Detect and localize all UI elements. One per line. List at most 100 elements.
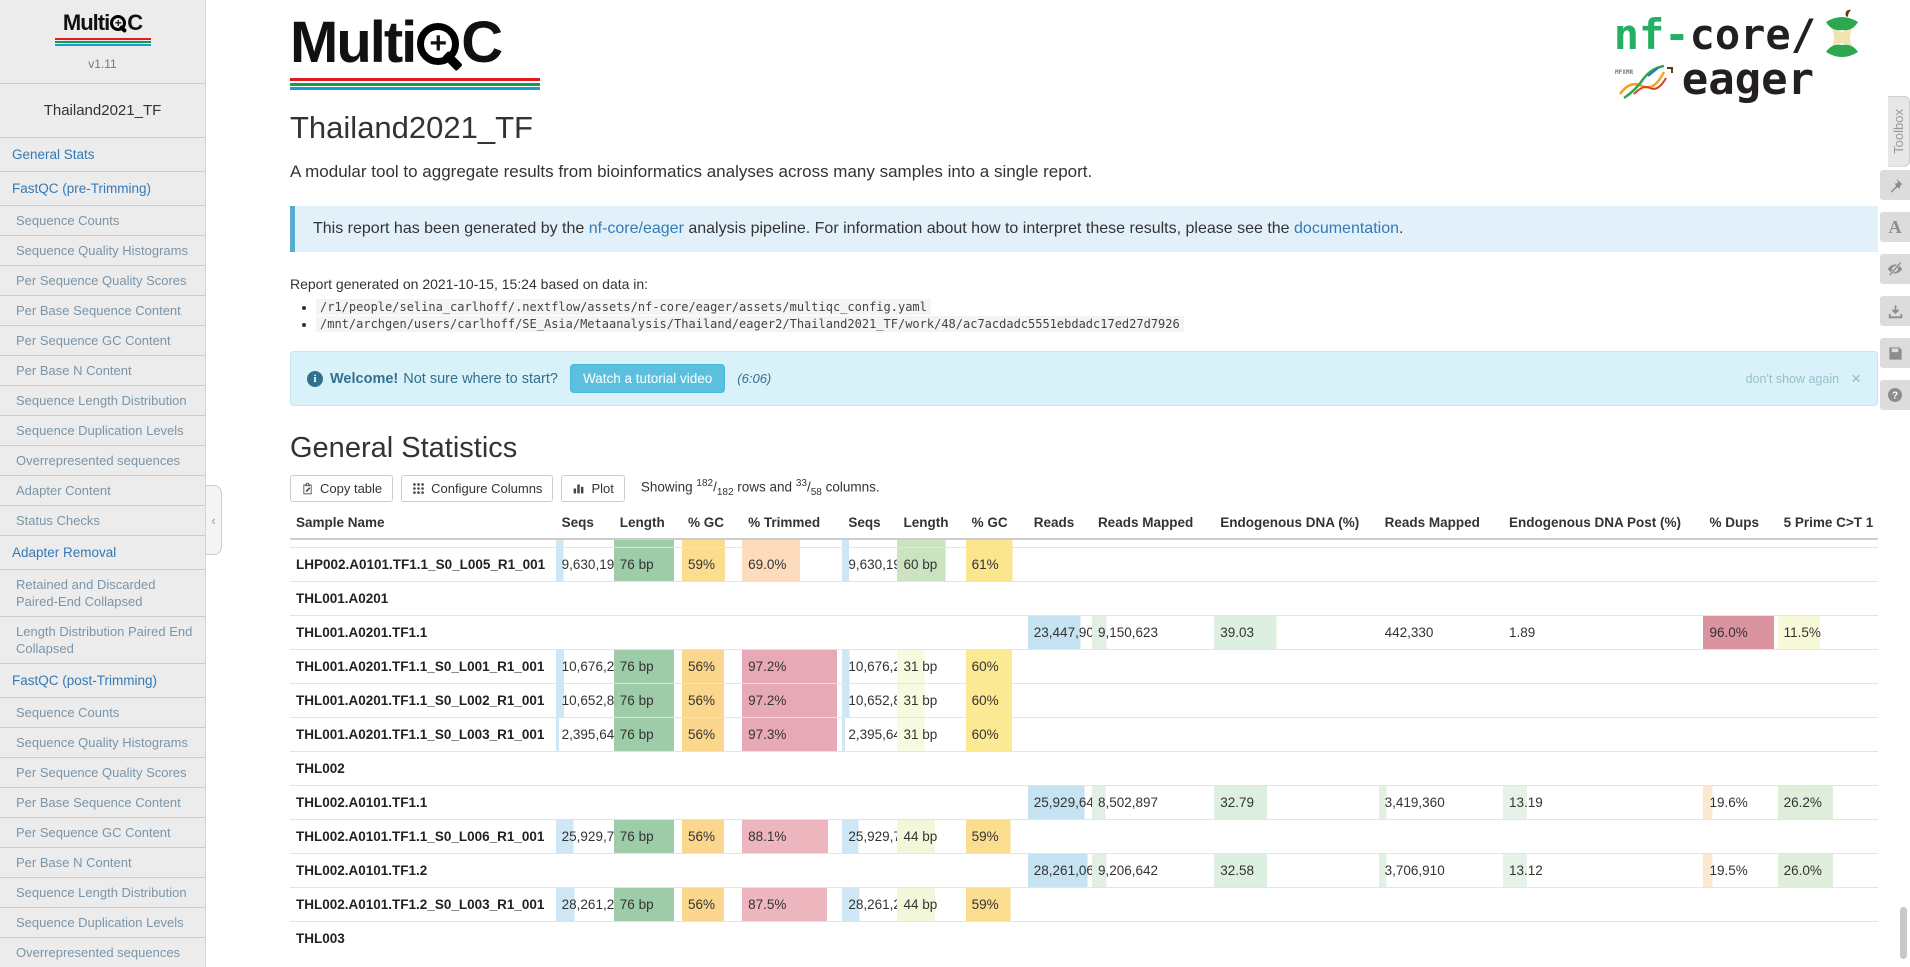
help-icon[interactable]: ?	[1880, 380, 1910, 410]
sidebar-item[interactable]: Sequence Quality Histograms	[16, 735, 188, 750]
copy-table-button[interactable]: Copy table	[290, 475, 394, 502]
stat-cell	[681, 784, 743, 819]
stat-cell	[681, 614, 743, 649]
sidebar-item[interactable]: General Stats	[12, 147, 95, 162]
highlight-pin-icon[interactable]	[1880, 170, 1910, 200]
toolbox-tab[interactable]: Toolbox	[1888, 96, 1910, 167]
column-header[interactable]: % GC	[681, 510, 743, 540]
rename-font-icon[interactable]: A	[1880, 212, 1910, 242]
stat-cell: 56%	[681, 682, 743, 717]
table-row: THL001.A0201	[290, 580, 1878, 615]
column-header[interactable]: % Dups	[1703, 510, 1778, 540]
sidebar-item[interactable]: Retained and Discarded Paired-End Collap…	[16, 577, 156, 609]
logo-stripes	[54, 38, 151, 46]
stat-cell: 28,261,2	[842, 886, 898, 921]
stat-cell	[1502, 648, 1704, 683]
sidebar-item[interactable]: FastQC (pre-Trimming)	[12, 181, 152, 196]
save-settings-icon[interactable]	[1880, 338, 1910, 368]
sidebar-item[interactable]: Adapter Content	[16, 483, 111, 498]
stat-cell	[1091, 818, 1215, 853]
sidebar-item[interactable]: Per Base Sequence Content	[16, 795, 181, 810]
column-header[interactable]: % GC	[965, 510, 1028, 540]
stat-cell	[842, 539, 898, 547]
column-header[interactable]: Seqs	[555, 510, 614, 540]
nfcore-eager-link[interactable]: nf-core/eager	[588, 220, 684, 237]
column-header[interactable]: Reads	[1027, 510, 1092, 540]
sidebar-item[interactable]: Per Sequence GC Content	[16, 333, 171, 348]
column-header[interactable]: Seqs	[842, 510, 898, 540]
column-header[interactable]: Length	[613, 510, 682, 540]
sidebar-item[interactable]: Per Base Sequence Content	[16, 303, 181, 318]
stat-cell	[1214, 818, 1379, 853]
stat-cell	[1378, 682, 1503, 717]
stat-cell	[742, 614, 843, 649]
sidebar-item[interactable]: Sequence Length Distribution	[16, 393, 187, 408]
stat-cell: 60%	[965, 682, 1028, 717]
watch-tutorial-button[interactable]: Watch a tutorial video	[569, 364, 726, 393]
stat-cell: 60%	[965, 648, 1028, 683]
plot-button[interactable]: Plot	[561, 475, 625, 502]
apple-core-icon	[1826, 9, 1858, 57]
column-header[interactable]: Endogenous DNA Post (%)	[1502, 510, 1704, 540]
sample-name: THL001.A0201.TF1.1	[290, 614, 556, 649]
sidebar-item[interactable]: Overrepresented sequences	[16, 945, 181, 960]
stat-cell	[1777, 716, 1878, 751]
hide-samples-icon[interactable]	[1880, 254, 1910, 284]
stat-cell	[1091, 716, 1215, 751]
stat-cell: 44 bp	[897, 886, 966, 921]
sidebar-item[interactable]: Sequence Duplication Levels	[16, 423, 184, 438]
table-row: LHP002.A0101.TF1.1_S0_L005_R1_001 9,630,1…	[290, 546, 1878, 581]
stat-cell: 97.2%	[742, 682, 843, 717]
column-header[interactable]: Sample Name	[290, 510, 556, 540]
stat-cell: 59%	[965, 818, 1028, 853]
sidebar-nav: General Stats FastQC (pre-Trimming) Sequen…	[0, 138, 205, 967]
column-header[interactable]: Endogenous DNA (%)	[1214, 510, 1379, 540]
sidebar-item[interactable]: Adapter Removal	[12, 545, 117, 560]
sample-name: THL001.A0201.TF1.1_S0_L002_R1_001	[290, 682, 556, 717]
sidebar-item[interactable]: Length Distribution Paired End Collapsed	[16, 624, 193, 656]
sample-name: THL001.A0201.TF1.1_S0_L001_R1_001	[290, 648, 556, 683]
sidebar-item[interactable]: Sequence Length Distribution	[16, 885, 187, 900]
stat-cell	[1703, 539, 1777, 547]
sidebar-item[interactable]: Sequence Duplication Levels	[16, 915, 184, 930]
configure-columns-button[interactable]: Configure Columns	[401, 475, 554, 502]
column-header[interactable]: Reads Mapped	[1091, 510, 1215, 540]
sidebar-item[interactable]: Sequence Counts	[16, 213, 120, 228]
dont-show-again-link[interactable]: don't show again	[1745, 371, 1840, 386]
report-generated-line: Report generated on 2021-10-15, 15:24 ba…	[290, 276, 649, 292]
stat-cell	[613, 852, 682, 887]
stat-cell	[842, 784, 898, 819]
sidebar-item[interactable]: Sequence Quality Histograms	[16, 243, 188, 258]
stat-cell: 56%	[681, 886, 743, 921]
sidebar-item[interactable]: FastQC (post-Trimming)	[12, 673, 158, 688]
stat-cell	[1214, 716, 1379, 751]
column-header[interactable]: Reads Mapped	[1378, 510, 1503, 540]
sidebar-item[interactable]: Status Checks	[16, 513, 100, 528]
sidebar-item[interactable]: Sequence Counts	[16, 705, 120, 720]
sidebar-item[interactable]: Per Base N Content	[16, 855, 132, 870]
column-header[interactable]: % Trimmed	[742, 510, 843, 540]
table-row: THL002.A0101.TF1.1_S0_L006_R1_001 25,929,…	[290, 818, 1878, 853]
documentation-link[interactable]: documentation	[1294, 220, 1399, 237]
stat-cell: 31 bp	[897, 682, 966, 717]
close-icon[interactable]: ×	[1851, 369, 1861, 388]
stat-cell: 9,630,19	[555, 546, 614, 581]
column-header[interactable]: 5 Prime C>T 1	[1777, 510, 1878, 540]
table-row: THL002.A0101.TF1.1 25,929,64 8,502,897 32.7…	[290, 784, 1878, 819]
sidebar-item[interactable]: Overrepresented sequences	[16, 453, 181, 468]
sidebar-item[interactable]: Per Sequence Quality Scores	[16, 273, 187, 288]
sample-name: THL002.A0101.TF1.1	[290, 784, 556, 819]
stat-cell	[1028, 539, 1092, 547]
sidebar-collapse-toggle[interactable]: ‹	[206, 485, 222, 555]
stat-cell: 19.5%	[1703, 852, 1778, 887]
column-header[interactable]: Length	[897, 510, 966, 540]
vertical-scrollbar-thumb[interactable]	[1900, 907, 1907, 959]
sidebar-item[interactable]: Per Sequence Quality Scores	[16, 765, 187, 780]
sidebar-item[interactable]: Per Base N Content	[16, 363, 132, 378]
general-statistics-table: Sample Name Seqs Length% GC% Trimmed Seqs Le…	[290, 510, 1878, 955]
page-title: Thailand2021_TF	[290, 110, 533, 145]
stat-cell	[555, 614, 614, 649]
export-download-icon[interactable]	[1880, 296, 1910, 326]
stat-cell	[681, 852, 743, 887]
sidebar-item[interactable]: Per Sequence GC Content	[16, 825, 171, 840]
